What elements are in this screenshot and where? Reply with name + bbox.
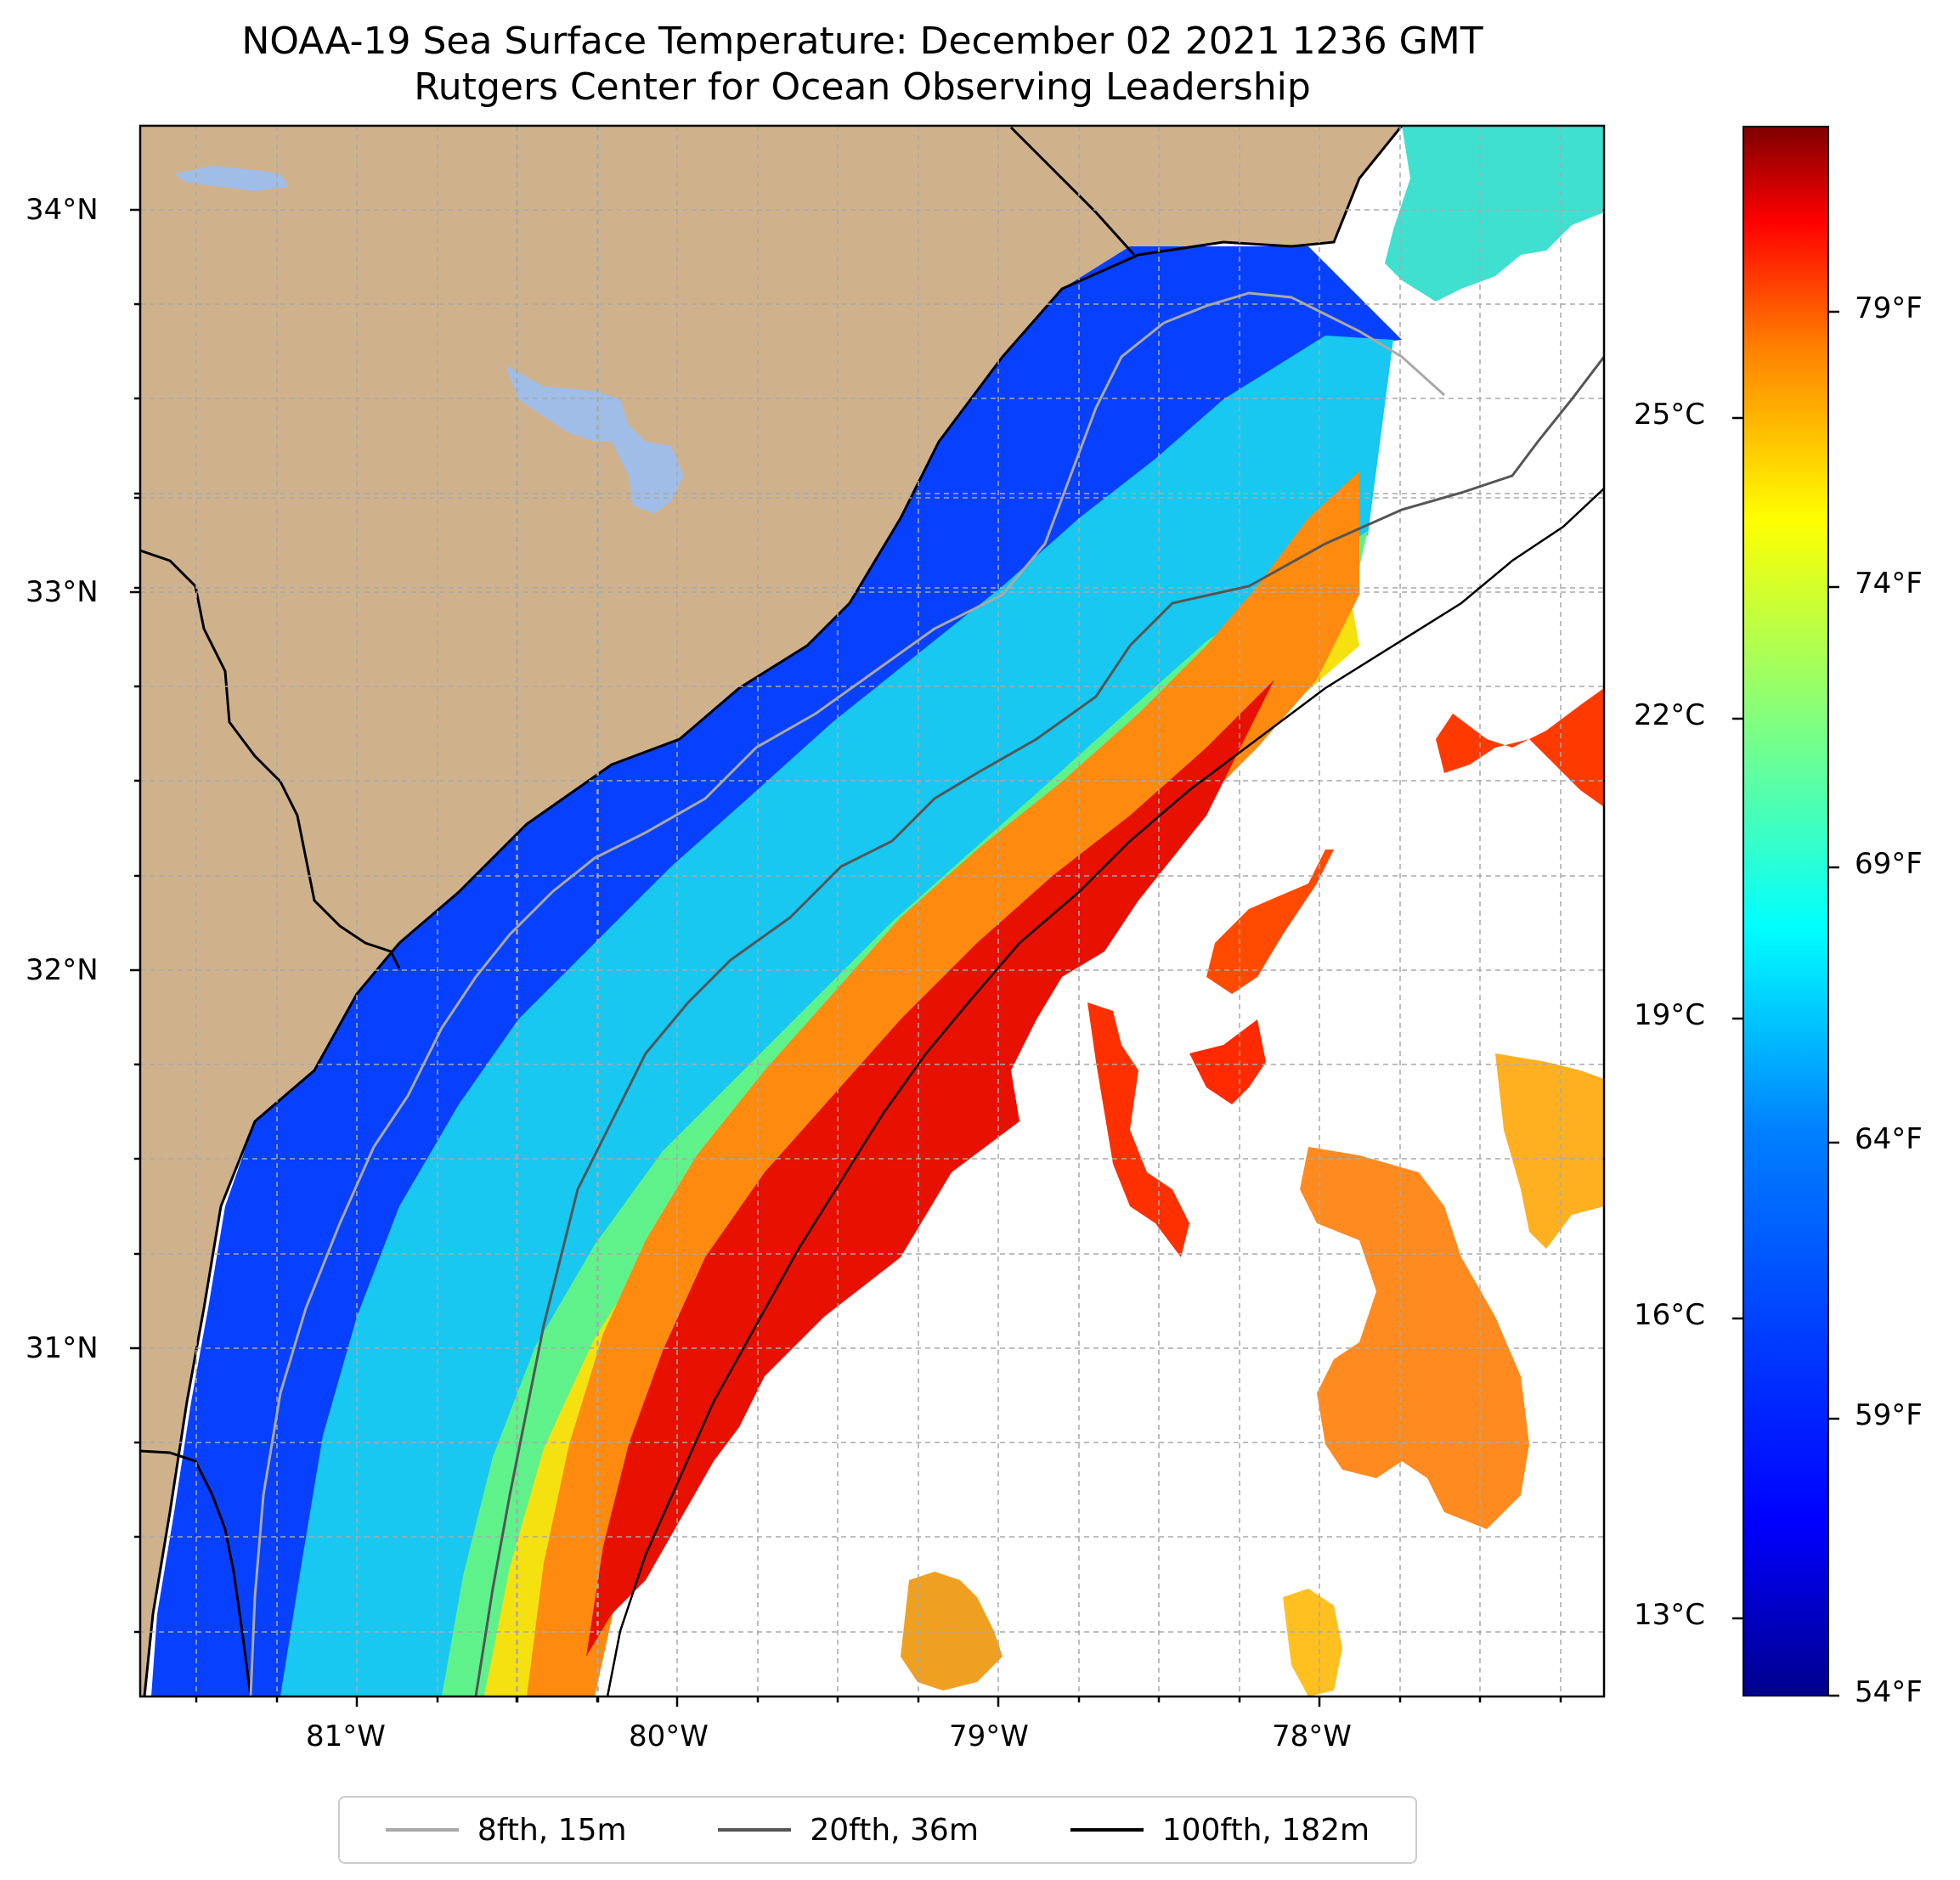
isobath-182m [606,488,1604,1697]
cb-label-25C: 25°C [1634,398,1706,432]
title-line-2: Rutgers Center for Ocean Observing Leade… [414,65,1311,109]
cb-label-19C: 19°C [1634,998,1706,1032]
colorbar [1743,126,1829,1697]
lake-marion [506,365,684,514]
cb-label-13C: 13°C [1634,1598,1706,1632]
legend-line-15m [385,1828,459,1832]
legend-item-15m: 8fth, 15m [385,1812,627,1848]
sst-cyan-band [280,336,1393,1697]
legend-label-182m: 100fth, 182m [1161,1812,1370,1848]
legend-label-15m: 8fth, 15m [477,1812,627,1848]
cb-label-59F: 59°F [1855,1398,1923,1432]
sst-field [151,126,1604,1697]
coastline [143,126,1404,1697]
lat-label-32: 32°N [25,953,99,987]
cb-label-54F: 54°F [1855,1675,1923,1709]
cb-label-64F: 64°F [1855,1122,1923,1156]
legend-line-182m [1070,1828,1144,1832]
lon-label-81: 81°W [306,1719,386,1753]
map-frame [138,124,1606,1698]
sst-south-yellow [1283,1589,1342,1697]
legend-line-36m [718,1828,792,1832]
sst-red-offshore-4 [1189,1019,1266,1104]
isobath-legend: 8fth, 15m 20fth, 36m 100fth, 182m [338,1796,1417,1864]
cb-label-74F: 74°F [1855,567,1923,601]
sst-red-offshore-1 [1206,850,1334,994]
isobath-15m [249,291,1446,1697]
legend-item-36m: 20fth, 36m [718,1813,979,1848]
georgia-inland-border [140,1449,252,1697]
sst-ne-cyan-patch [1385,126,1604,302]
state-boundary [1009,126,1136,257]
sst-red-core [586,680,1274,1657]
sst-south-spots [901,1572,1003,1691]
colorbar-ticks [1732,310,1839,1697]
lon-label-78: 78°W [1272,1719,1352,1753]
sst-offshore-warm-patch [1300,1147,1529,1529]
lake-upper [174,166,289,191]
lat-label-34: 34°N [25,193,99,227]
lat-label-33: 33°N [25,575,99,609]
sst-red-offshore-2 [1436,688,1604,807]
cb-label-22C: 22°C [1634,698,1706,732]
isobath-36m [474,356,1604,1697]
legend-label-36m: 20fth, 36m [810,1812,979,1848]
title-line-1: NOAA-19 Sea Surface Temperature: Decembe… [241,20,1483,63]
sst-red-offshore-3 [1087,1002,1189,1257]
sst-offshore-east-patch [1495,1053,1604,1249]
legend-item-182m: 100fth, 182m [1070,1813,1370,1848]
cb-label-16C: 16°C [1634,1298,1706,1332]
map-ticks [130,208,1562,1707]
sst-coastal-band [151,246,1402,1697]
chart-title: NOAA-19 Sea Surface Temperature: Decembe… [0,19,1725,110]
lat-label-31: 31°N [25,1331,99,1365]
lon-label-80: 80°W [629,1719,709,1753]
sst-orange-band [527,471,1359,1697]
lon-label-79: 79°W [949,1719,1029,1753]
cb-label-69F: 69°F [1855,847,1923,881]
gridlines [140,126,1604,1697]
cb-label-79F: 79°F [1855,291,1923,325]
savannah-river-border [140,549,401,969]
